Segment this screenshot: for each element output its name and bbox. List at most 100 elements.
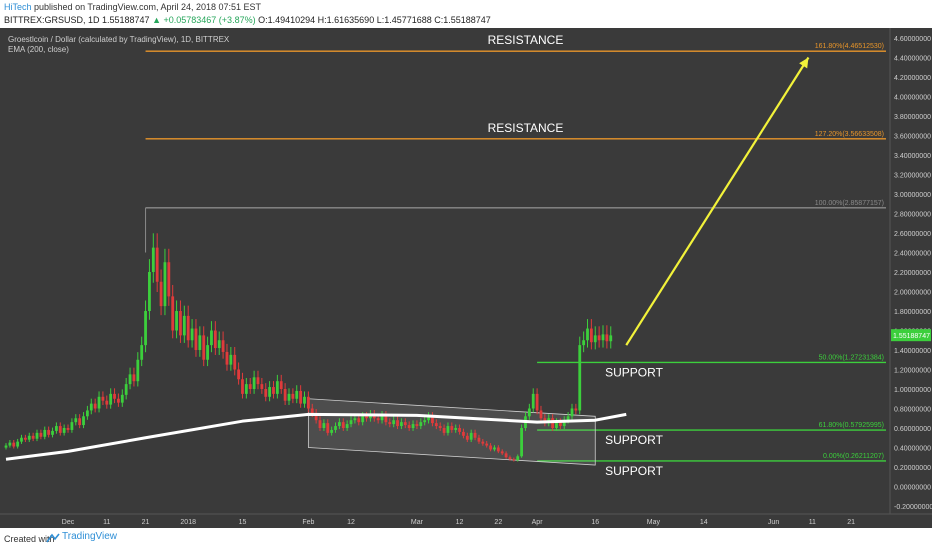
published-text: published on TradingView.com, April 24, … [34, 2, 262, 12]
candle-body [601, 334, 605, 341]
candle-body [388, 422, 392, 425]
candle-body [264, 389, 268, 397]
candle-body [283, 389, 287, 401]
price-tick-label: 2.20000000 [894, 270, 931, 277]
candle-body [477, 437, 481, 442]
candle-body [97, 396, 101, 409]
time-tick-label: 21 [847, 519, 855, 526]
candle-body [485, 443, 489, 446]
chart-area[interactable]: Groestlcoin / Dollar (calculated by Trad… [0, 28, 932, 528]
candle-body [326, 423, 330, 433]
candle-body [593, 335, 597, 343]
candle-body [217, 340, 221, 349]
candle-body [93, 403, 97, 409]
candle-body [244, 384, 248, 394]
candle-body [237, 369, 240, 380]
candle-body [272, 387, 275, 394]
candle-body [493, 447, 496, 450]
candle-body [144, 311, 147, 346]
candle-body [159, 281, 163, 307]
candle-body [303, 396, 306, 404]
support-label: SUPPORT [605, 433, 663, 447]
time-tick-label: 16 [591, 519, 599, 526]
price-tick-label: 1.80000000 [894, 309, 931, 316]
candle-body [62, 428, 66, 433]
fib-levels: 161.80%(4.46512530) RESISTANCE 127.20%(3.5… [145, 33, 886, 478]
candle-body [4, 445, 8, 448]
candle-body [322, 423, 326, 428]
chart-footer: Created with TradingView [0, 528, 932, 550]
candle-body [167, 262, 171, 297]
time-tick-label: 15 [239, 519, 247, 526]
candle-body [58, 426, 62, 433]
candle-body [163, 262, 167, 307]
candle-body [275, 381, 279, 394]
candle-body [345, 424, 349, 428]
candle-body [396, 420, 399, 427]
symbol-info: BITTREX:GRSUSD, 1D 1.55188747 ▲ +0.05783… [4, 15, 491, 25]
tradingview-brand[interactable]: TradingView [62, 531, 118, 542]
fib-level-label: 161.80%(4.46512530) [815, 43, 884, 50]
candle-body [175, 311, 178, 331]
candle-body [489, 445, 492, 450]
price-tick-label: 0.60000000 [894, 426, 931, 433]
candle-body [202, 335, 206, 360]
price-tick-label: 3.60000000 [894, 134, 931, 141]
fib-level-label: 50.00%(1.27231384) [819, 354, 884, 361]
price-tick-label: 2.80000000 [894, 212, 931, 219]
candle-body [527, 408, 531, 417]
plot-background [0, 28, 932, 528]
candle-body [446, 426, 450, 433]
candle-body [268, 387, 272, 397]
price-tick-label: 4.20000000 [894, 75, 931, 82]
candle-body [473, 432, 477, 438]
candle-body [229, 354, 233, 365]
candle-body [82, 416, 85, 426]
candle-body [465, 435, 469, 440]
candle-body [287, 393, 291, 401]
candle-body [454, 428, 458, 430]
candle-body [400, 422, 403, 427]
candle-body [330, 429, 334, 433]
candle-body [415, 424, 419, 427]
tradingview-logo-icon [46, 533, 60, 543]
candle-body [140, 345, 144, 360]
resistance-label: RESISTANCE [488, 33, 564, 47]
candle-body [260, 384, 264, 389]
candle-body [403, 422, 407, 426]
candle-body [105, 400, 109, 405]
legend-indicator: EMA (200, close) [8, 45, 69, 54]
price-tick-label: -0.20000000 [894, 504, 932, 511]
candle-body [539, 410, 543, 419]
candle-body [570, 408, 574, 417]
projection-arrow [625, 56, 810, 346]
symbol-line: BITTREX:GRSUSD, 1D 1.55188747 [4, 15, 150, 25]
candle-body [113, 393, 116, 399]
candle-body [555, 422, 558, 428]
time-tick-label: 12 [347, 519, 355, 526]
last-price-label: 1.55188747 [893, 333, 930, 340]
candle-body [39, 432, 43, 437]
candle-body [609, 335, 613, 342]
price-tick-label: 2.00000000 [894, 290, 931, 297]
candle-body [186, 315, 190, 341]
candle-body [299, 390, 303, 404]
candle-body [535, 393, 539, 411]
price-chart[interactable]: Groestlcoin / Dollar (calculated by Trad… [0, 28, 932, 528]
candle-body [450, 426, 454, 430]
fib-level-label: 127.20%(3.56633508) [815, 131, 884, 138]
candle-body [411, 424, 415, 428]
time-tick-label: Mar [411, 519, 424, 526]
candle-body [124, 384, 128, 395]
candle-body [241, 379, 244, 394]
legend-title: Groestlcoin / Dollar (calculated by Trad… [8, 35, 230, 44]
price-tick-label: 1.20000000 [894, 368, 931, 375]
candle-body [481, 441, 485, 444]
time-tick-label: 14 [700, 519, 708, 526]
candle-body [318, 420, 322, 428]
candle-body [361, 416, 365, 423]
projection-arrow-head [799, 57, 809, 69]
candle-body [500, 451, 504, 454]
author-link[interactable]: HiTech [4, 2, 32, 12]
candle-body [469, 432, 473, 440]
